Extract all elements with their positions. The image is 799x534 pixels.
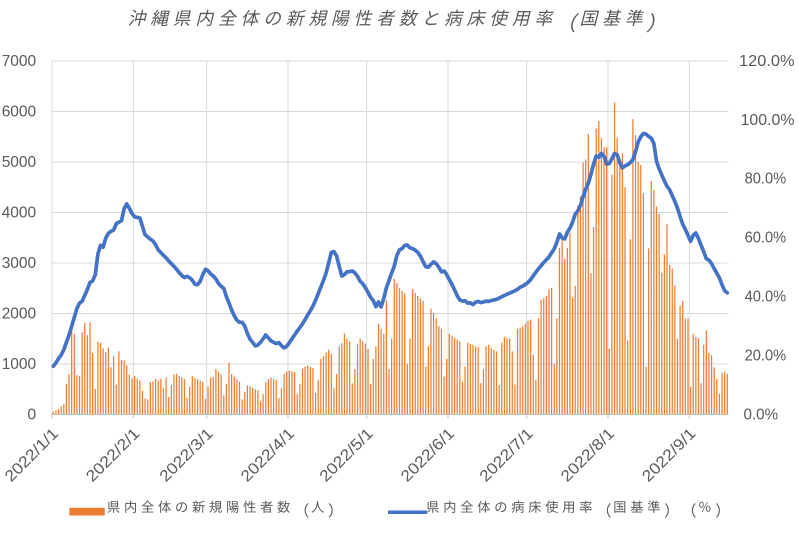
svg-text:7000: 7000 (2, 53, 37, 70)
svg-text:120.0%: 120.0% (739, 53, 795, 70)
svg-text:40.0%: 40.0% (745, 289, 787, 306)
svg-text:100.0%: 100.0% (741, 112, 795, 129)
svg-text:3000: 3000 (2, 255, 37, 272)
svg-text:6000: 6000 (2, 103, 37, 120)
svg-text:1000: 1000 (2, 356, 37, 373)
svg-text:5000: 5000 (2, 154, 37, 171)
svg-text:20.0%: 20.0% (745, 348, 787, 365)
svg-text:2000: 2000 (2, 305, 37, 322)
svg-text:80.0%: 80.0% (745, 171, 787, 188)
svg-text:0.0%: 0.0% (744, 406, 779, 423)
svg-text:60.0%: 60.0% (745, 230, 787, 247)
svg-text:0: 0 (27, 406, 36, 423)
svg-text:4000: 4000 (2, 204, 37, 221)
